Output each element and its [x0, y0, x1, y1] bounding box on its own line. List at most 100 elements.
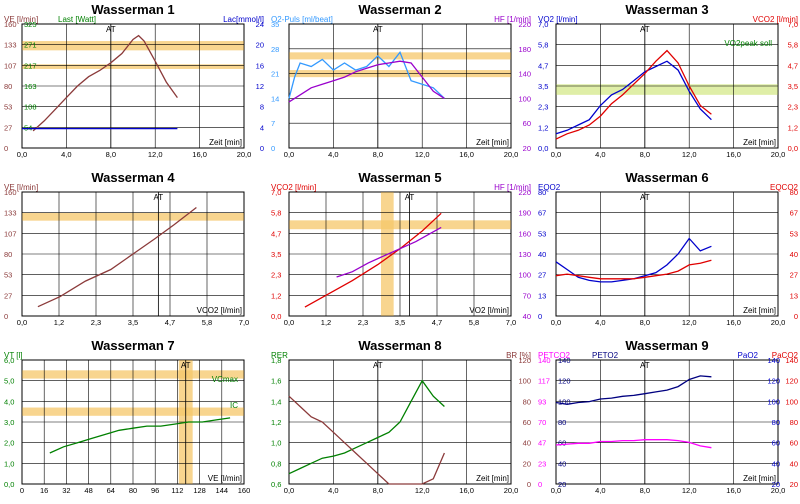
left-tick-label: 2,3 — [538, 103, 548, 112]
left-tick-label: 4,0 — [4, 397, 14, 406]
left-axis-label: RER — [271, 351, 288, 360]
right-tick-label: 40 — [523, 439, 531, 448]
panel-title: Wasserman 8 — [358, 338, 441, 353]
band-h — [556, 84, 778, 95]
x-tick-label: 0,0 — [284, 318, 294, 327]
left-axis-label: O2-Puls [ml/beat] — [271, 15, 333, 24]
at-marker-label: AT — [181, 361, 191, 370]
at-marker-label: AT — [106, 25, 116, 34]
series-line — [288, 395, 445, 485]
panel-7: Wasserman 7 0 16 32 48 64 80 96 112 128 144 160 VT [… — [4, 338, 250, 495]
x-tick-label: 112 — [171, 486, 183, 495]
left-tick-label: 67 — [538, 209, 546, 218]
right-tick-label: 100 — [518, 377, 531, 386]
right-tick-label: 180 — [518, 45, 531, 54]
left-tick-label: 5,8 — [538, 41, 548, 50]
left-tick-label: 70 — [538, 418, 546, 427]
x-tick-label: 12,0 — [682, 486, 697, 495]
left-tick-label: 7,0 — [538, 20, 548, 29]
right-tick-label: 24 — [256, 20, 264, 29]
right-tick-label: 40 — [523, 312, 531, 321]
x-tick-label: 7,0 — [506, 318, 516, 327]
x-axis-label: Zeit [min] — [743, 474, 776, 483]
right-tick-label: 160 — [518, 229, 531, 238]
band-h — [22, 64, 244, 69]
series-line — [32, 34, 178, 132]
left-tick-label: 325 — [24, 20, 37, 29]
right-tick-label: 80 — [790, 418, 798, 427]
left-tick-label: 1,0 — [271, 439, 281, 448]
right-tick-label: 120 — [767, 377, 780, 386]
annotation-label: VCmax — [212, 375, 238, 384]
panel-title: Wasserman 5 — [358, 170, 441, 185]
left-tick-label: 2,3 — [271, 271, 281, 280]
x-tick-label: 8,0 — [640, 318, 650, 327]
right-tick-label: 1,2 — [788, 123, 798, 132]
series-line — [288, 51, 445, 99]
panel-1: Wasserman 1 0,0 4,0 8,0 12,0 16,0 20,0 VE [l/mi… — [4, 2, 264, 159]
left-tick-label: 1,8 — [271, 356, 281, 365]
right-axis-label: PaO2 — [738, 351, 759, 360]
x-tick-label: 4,0 — [595, 318, 605, 327]
right-tick-label: 40 — [772, 459, 780, 468]
left-tick-label: 40 — [538, 250, 546, 259]
left-tick-label: 54 — [24, 123, 32, 132]
left-axis-label: EQO2 — [538, 183, 561, 192]
x-tick-label: 4,0 — [595, 150, 605, 159]
annotation-label: IC — [230, 401, 238, 410]
left-tick-label: 0,8 — [271, 459, 281, 468]
right-tick-label: 140 — [785, 356, 798, 365]
left-axis-label: PETCO2 — [538, 351, 571, 360]
x-tick-label: 0,0 — [284, 150, 294, 159]
x-axis-label: Zeit [min] — [743, 138, 776, 147]
x-tick-label: 144 — [216, 486, 229, 495]
x-tick-label: 16,0 — [726, 486, 741, 495]
right-axis-label: PaCO2 — [772, 351, 799, 360]
right-tick-label: 140 — [518, 70, 531, 79]
left-tick-label: 5,0 — [4, 377, 14, 386]
x-tick-label: 12,0 — [682, 318, 697, 327]
left-tick-label: 1,2 — [271, 418, 281, 427]
left-tick-label: 117 — [538, 377, 550, 386]
left-tick-label: 80 — [558, 418, 566, 427]
right-tick-label: 20 — [772, 480, 780, 489]
x-axis-label: VE [l/min] — [208, 474, 242, 483]
x-tick-label: 8,0 — [106, 150, 116, 159]
left-tick-label: 217 — [24, 61, 37, 70]
right-tick-label: 12 — [256, 82, 264, 91]
right-tick-label: 70 — [523, 291, 531, 300]
left-tick-label: 2,0 — [4, 439, 14, 448]
left-tick-label: 27 — [4, 291, 12, 300]
right-tick-label: 0 — [794, 312, 798, 321]
left-tick-label: 47 — [538, 439, 546, 448]
x-axis-label: VCO2 [l/min] — [197, 306, 242, 315]
x-tick-label: 16,0 — [726, 318, 741, 327]
right-tick-label: 3,5 — [788, 82, 798, 91]
panel-title: Wasserman 1 — [91, 2, 174, 17]
left-tick-label: 133 — [4, 209, 17, 218]
right-tick-label: 220 — [518, 188, 531, 197]
left-axis-label: PETO2 — [592, 351, 619, 360]
left-tick-label: 107 — [4, 229, 17, 238]
left-tick-label: 20 — [558, 480, 566, 489]
right-axis-label: HF [1/min] — [494, 15, 531, 24]
right-tick-label: 60 — [790, 439, 798, 448]
left-tick-label: 0 — [538, 312, 542, 321]
at-marker-label: AT — [640, 193, 650, 202]
x-tick-label: 16,0 — [726, 150, 741, 159]
x-tick-label: 7,0 — [239, 318, 249, 327]
left-tick-label: 4,7 — [538, 61, 548, 70]
band-h — [289, 52, 511, 60]
x-tick-label: 0,0 — [551, 150, 561, 159]
right-axis-label: HF [1/min] — [494, 183, 531, 192]
x-tick-label: 32 — [62, 486, 70, 495]
x-tick-label: 16,0 — [192, 150, 207, 159]
right-tick-label: 16 — [256, 61, 264, 70]
x-tick-label: 1,2 — [321, 318, 331, 327]
x-tick-label: 0 — [20, 486, 24, 495]
left-tick-label: 0,0 — [4, 480, 14, 489]
left-tick-label: 93 — [538, 397, 546, 406]
left-tick-label: 160 — [4, 188, 17, 197]
x-tick-label: 3,5 — [395, 318, 405, 327]
